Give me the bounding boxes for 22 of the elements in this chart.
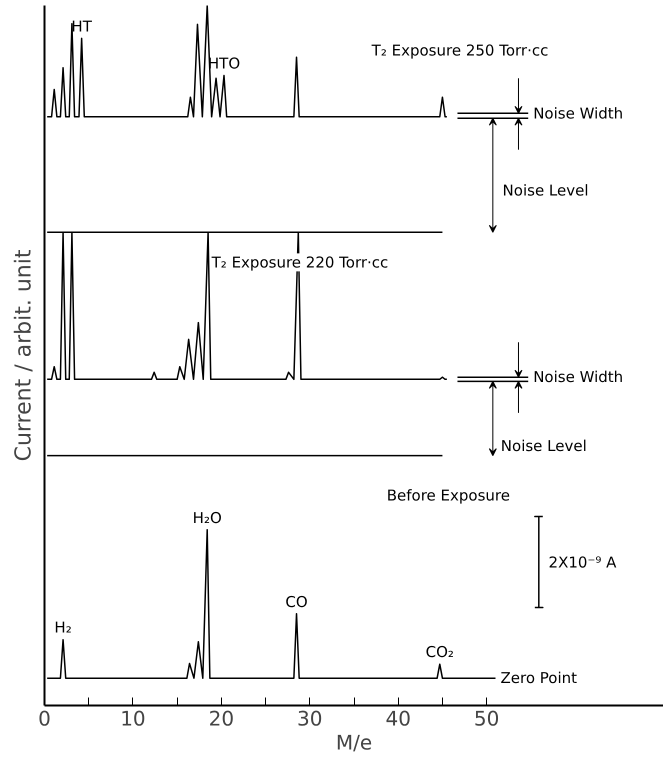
annotation: CO <box>285 592 308 611</box>
x-tick-label: 0 <box>38 706 51 730</box>
annotation: Noise Width <box>533 368 624 386</box>
annotation: Noise Level <box>502 181 589 200</box>
annotation: Noise Width <box>533 104 624 122</box>
x-tick-label: 50 <box>474 706 500 730</box>
x-tick-label: 40 <box>385 706 411 730</box>
annotation: H₂ <box>54 618 72 637</box>
annotation: 2X10⁻⁹ A <box>548 554 618 572</box>
annotation: CO₂ <box>426 643 454 662</box>
annotation: Before Exposure <box>386 486 510 504</box>
annotation: HT <box>71 17 93 36</box>
y-axis-title: Current / arbit. unit <box>12 249 36 462</box>
annotation: Noise Level <box>500 436 587 455</box>
annotation: Zero Point <box>500 669 578 688</box>
x-tick-label: 30 <box>297 706 323 730</box>
x-tick-label: 20 <box>208 706 234 730</box>
annotation: T₂ Exposure 220 Torr·cc <box>210 253 388 272</box>
annotation: T₂ Exposure 250 Torr·cc <box>370 41 548 60</box>
x-tick-label: 10 <box>120 706 146 730</box>
annotation: H₂O <box>192 508 222 527</box>
x-axis-title: M/e <box>336 730 372 754</box>
